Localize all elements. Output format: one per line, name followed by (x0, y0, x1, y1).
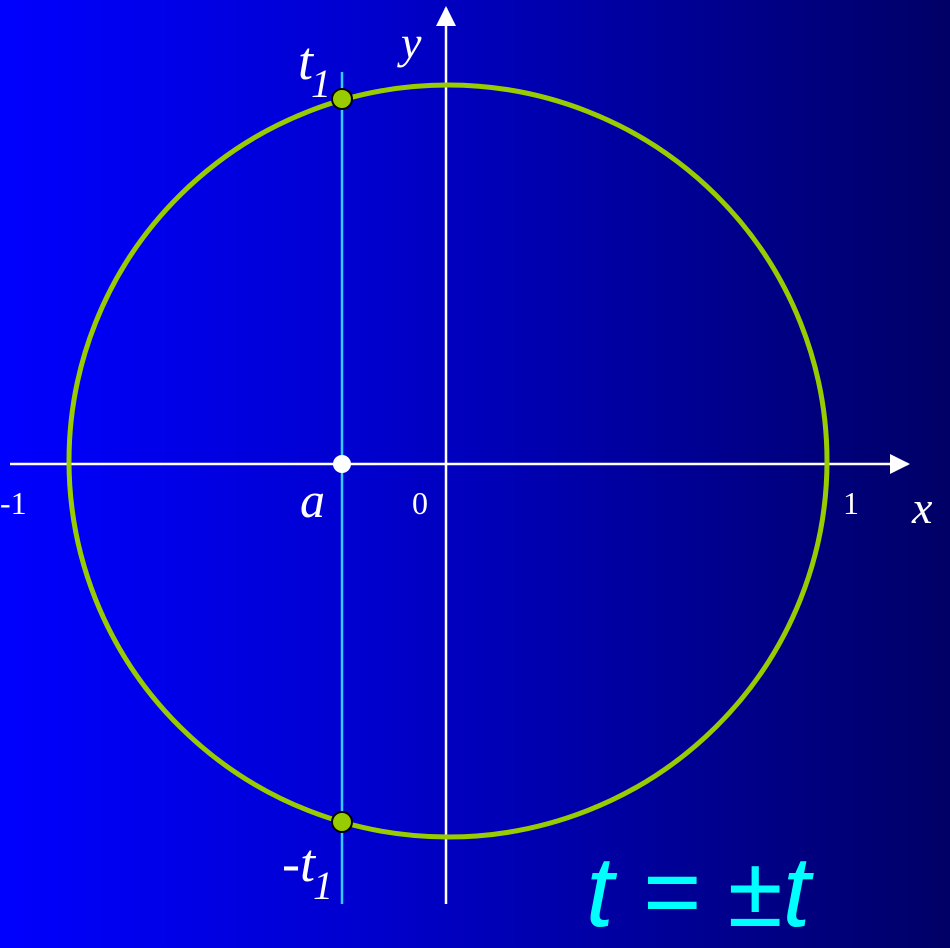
point-a (333, 455, 351, 473)
tick-zero: 0 (412, 485, 428, 521)
t1-main: t (298, 31, 314, 91)
point-t1-label: t1 (298, 31, 333, 104)
neg-t1-subscript: 1 (313, 863, 333, 908)
neg-t1-main: -t (282, 833, 315, 893)
point-t1 (331, 88, 353, 110)
x-axis-label: x (912, 482, 933, 533)
point-neg-t1-label: -t1 (282, 833, 335, 906)
t1-subscript: 1 (311, 61, 332, 106)
tick-minus-one: -1 (0, 485, 27, 521)
unit-circle-diagram (66, 6, 910, 904)
formula-t-equals-plus-minus-t1: t = ±t (586, 836, 811, 948)
unit-circle (66, 82, 830, 840)
point-a-label: a (300, 472, 325, 528)
point-neg-t1 (331, 811, 353, 833)
y-axis-label: y (401, 17, 422, 68)
tick-one: 1 (843, 485, 859, 521)
